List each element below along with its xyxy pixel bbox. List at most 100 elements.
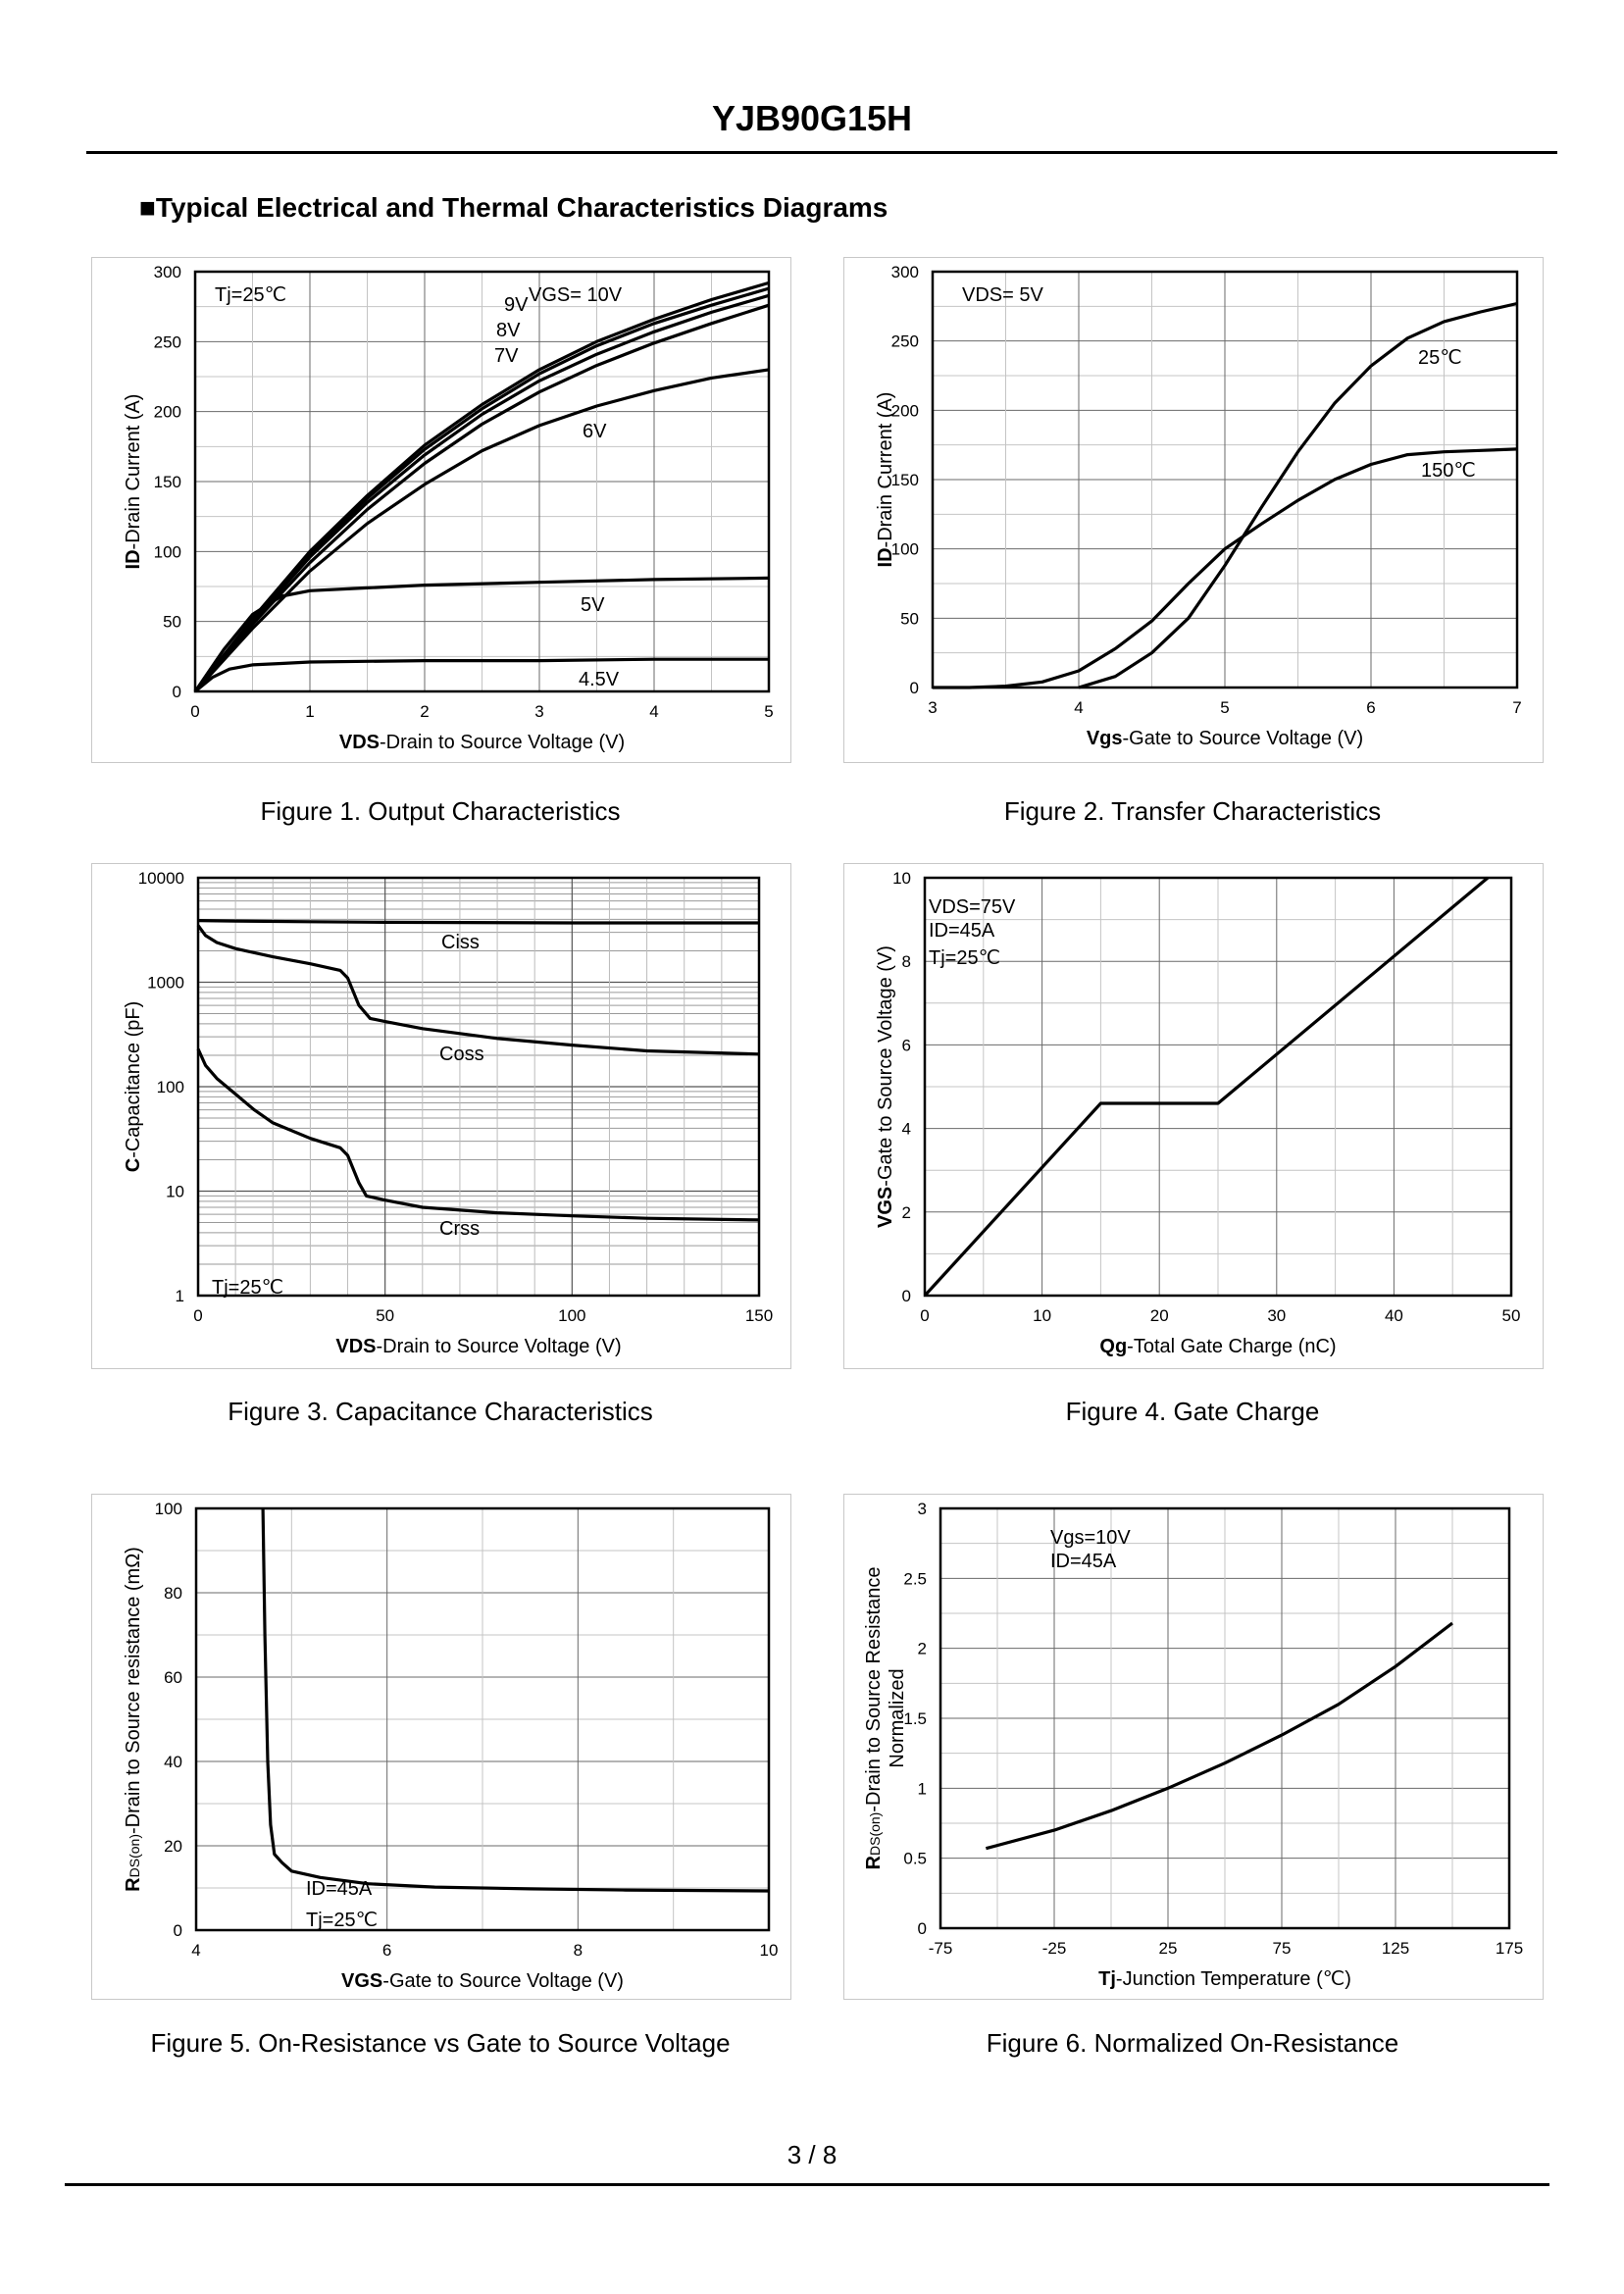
y-tick-label: 10 bbox=[166, 1183, 184, 1201]
series-line-VGS bbox=[923, 876, 1490, 1298]
chart-annotation: Tj=25℃ bbox=[929, 947, 1000, 969]
y-tick-label: 10000 bbox=[138, 869, 184, 888]
figure-2-panel: 0 50 100 150 200 250 300 3 4 5 6 7 Vgs-Gate to Sourc… bbox=[843, 257, 1544, 763]
series-line-Crss bbox=[196, 1047, 760, 1222]
x-tick-label: 3 bbox=[534, 702, 543, 721]
series-line-Normalized bbox=[985, 1621, 1453, 1851]
y-tick-label: 150 bbox=[891, 471, 919, 489]
x-tick-label: 20 bbox=[1150, 1306, 1169, 1325]
x-tick-label: 10 bbox=[760, 1941, 779, 1960]
section-title: ■Typical Electrical and Thermal Characte… bbox=[139, 192, 888, 223]
y-tick-label: 0 bbox=[174, 1921, 182, 1940]
x-tick-label: 125 bbox=[1382, 1939, 1409, 1958]
y-tick-label: 6 bbox=[902, 1036, 911, 1054]
y-tick-label: 0 bbox=[173, 683, 181, 701]
x-tick-label: 50 bbox=[376, 1306, 394, 1325]
y-tick-label: 300 bbox=[154, 263, 181, 281]
y-tick-label: 100 bbox=[154, 542, 181, 561]
x-tick-label: 5 bbox=[1220, 698, 1229, 717]
page-title: YJB90G15H bbox=[711, 98, 913, 138]
plot-frame bbox=[923, 876, 1513, 1298]
series-label: 9V bbox=[504, 294, 529, 316]
y-tick-label: 100 bbox=[157, 1078, 184, 1096]
y-tick-label: 1 bbox=[918, 1779, 927, 1798]
x-tick-label: 3 bbox=[928, 698, 937, 717]
x-axis-title: VDS-Drain to Source Voltage (V) bbox=[339, 732, 625, 753]
chart-output-characteristics: 0 50 100 150 200 250 300 0 1 2 3 4 5 VDS-Drain to Sou… bbox=[123, 263, 774, 753]
x-tick-label: 50 bbox=[1502, 1306, 1521, 1325]
figure-1-caption: Figure 1. Output Characteristics bbox=[260, 796, 621, 826]
chart-annotation: ID=45A bbox=[1050, 1551, 1117, 1572]
x-axis-title: Qg-Total Gate Charge (nC) bbox=[1099, 1336, 1336, 1357]
header-rule bbox=[86, 151, 1557, 154]
x-tick-label: 10 bbox=[1033, 1306, 1051, 1325]
y-tick-label: 150 bbox=[154, 473, 181, 491]
series-label: 150℃ bbox=[1421, 460, 1476, 482]
series-label: 25℃ bbox=[1418, 347, 1462, 369]
chart-annotation: ID=45A bbox=[929, 920, 995, 942]
plot-frame bbox=[939, 1506, 1511, 1930]
x-tick-label: -25 bbox=[1042, 1939, 1067, 1958]
y-tick-label: 40 bbox=[164, 1753, 182, 1771]
y-tick-label: 8 bbox=[902, 952, 911, 971]
y-tick-label: 3 bbox=[918, 1500, 927, 1518]
plot-frame bbox=[194, 1506, 771, 1932]
y-axis-title: RDS(on)-Drain to Source resistance (mΩ) bbox=[123, 1547, 144, 1892]
y-tick-label: 2.5 bbox=[903, 1569, 927, 1588]
figure-6-caption: Figure 6. Normalized On-Resistance bbox=[986, 2028, 1399, 2058]
x-tick-label: 7 bbox=[1512, 698, 1521, 717]
x-tick-label: 8 bbox=[574, 1941, 583, 1960]
y-tick-label: 4 bbox=[902, 1120, 911, 1139]
x-axis-title: VGS-Gate to Source Voltage (V) bbox=[341, 1970, 624, 1992]
x-axis-title: Vgs-Gate to Source Voltage (V) bbox=[1087, 728, 1363, 749]
y-tick-label: 50 bbox=[163, 613, 181, 632]
chart-annotation: VGS= 10V bbox=[529, 284, 623, 306]
x-tick-label: 1 bbox=[305, 702, 314, 721]
page-number: 3 / 8 bbox=[787, 2140, 837, 2169]
y-tick-label: 1 bbox=[176, 1287, 184, 1305]
y-tick-label: 250 bbox=[154, 332, 181, 351]
x-tick-label: 6 bbox=[1366, 698, 1375, 717]
chart-normalized-on-resistance: 0 0.5 1 1.5 2 2.5 3 -75 -25 25 75 125 175 Tj-Junction… bbox=[863, 1500, 1523, 1990]
figure-3-caption: Figure 3. Capacitance Characteristics bbox=[228, 1397, 653, 1426]
chart-transfer-characteristics: 0 50 100 150 200 250 300 3 4 5 6 7 Vgs-Gate to Sourc… bbox=[875, 263, 1522, 749]
series-label: 7V bbox=[494, 345, 519, 367]
series-line-Coss bbox=[196, 924, 760, 1056]
y-tick-label: 0 bbox=[902, 1287, 911, 1305]
y-tick-label: 80 bbox=[164, 1584, 182, 1603]
chart-annotation: VDS= 5V bbox=[962, 284, 1043, 306]
x-tick-label: 175 bbox=[1496, 1939, 1523, 1958]
series-label: 6V bbox=[583, 421, 607, 442]
x-tick-label: 0 bbox=[193, 1306, 202, 1325]
y-axis-title: C-Capacitance (pF) bbox=[123, 1001, 144, 1173]
series-label: 4.5V bbox=[579, 669, 620, 690]
x-tick-label: 150 bbox=[745, 1306, 773, 1325]
footer-rule bbox=[65, 2183, 1549, 2186]
x-tick-label: 5 bbox=[764, 702, 773, 721]
x-tick-label: 75 bbox=[1273, 1939, 1292, 1958]
series-label: Ciss bbox=[441, 932, 480, 953]
x-tick-label: 25 bbox=[1159, 1939, 1178, 1958]
y-axis-title: ID-Drain Current (A) bbox=[123, 394, 144, 570]
y-tick-label: 0.5 bbox=[903, 1850, 927, 1868]
y-tick-label: 2 bbox=[918, 1640, 927, 1658]
series-label: Crss bbox=[439, 1218, 480, 1240]
series-label: 5V bbox=[581, 594, 605, 616]
y-axis-title: RDS(on)-Drain to Source Resistance bbox=[863, 1567, 885, 1870]
chart-annotation: Tj=25℃ bbox=[215, 284, 286, 306]
chart-annotation: ID=45A bbox=[306, 1878, 373, 1900]
chart-on-resistance-vs-vgs: 0 20 40 60 80 100 4 6 8 10 VGS-Gate to Source Volt… bbox=[123, 1500, 779, 1992]
figure-6-panel: 0 0.5 1 1.5 2 2.5 3 -75 -25 25 75 125 175 Tj-Junction… bbox=[843, 1494, 1544, 2000]
x-tick-label: 40 bbox=[1385, 1306, 1403, 1325]
chart-annotation: Tj=25℃ bbox=[212, 1277, 283, 1299]
x-axis-title: VDS-Drain to Source Voltage (V) bbox=[335, 1336, 621, 1357]
x-axis-title: Tj-Junction Temperature (℃) bbox=[1098, 1968, 1351, 1990]
figure-5-caption: Figure 5. On-Resistance vs Gate to Sourc… bbox=[150, 2028, 731, 2058]
x-tick-label: 100 bbox=[558, 1306, 585, 1325]
series-line-5V bbox=[193, 576, 770, 692]
y-tick-label: 200 bbox=[154, 403, 181, 422]
x-tick-label: 30 bbox=[1267, 1306, 1286, 1325]
series-line-25 bbox=[1078, 301, 1518, 689]
y-tick-label: 0 bbox=[918, 1919, 927, 1938]
series-label: Coss bbox=[439, 1044, 484, 1065]
